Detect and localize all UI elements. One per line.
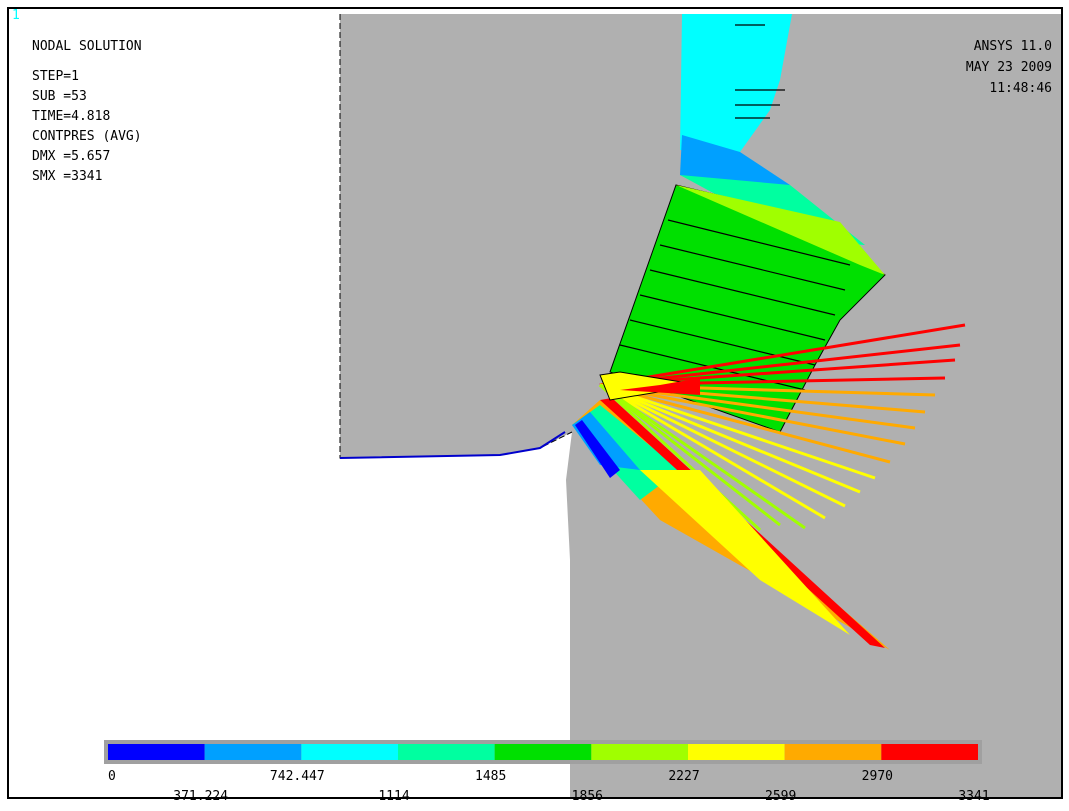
info-line: CONTPRES (AVG) [32, 129, 142, 144]
info-line: TIME=4.818 [32, 109, 110, 124]
region-lightgreen [676, 185, 885, 275]
legend-swatch [881, 744, 978, 760]
legend-label: 1856 [572, 789, 603, 804]
info-line: SMX =3341 [32, 169, 102, 184]
wedge-yellow [640, 470, 850, 635]
window-number: 1 [12, 8, 20, 23]
info-line: SUB =53 [32, 89, 87, 104]
legend-label: 2599 [765, 789, 796, 804]
legend-label: 742.447 [270, 769, 325, 784]
body-edge-blue [339, 431, 566, 459]
legend-label: 2227 [668, 769, 699, 784]
legend-swatch [204, 744, 302, 760]
stamp-line: MAY 23 2009 [966, 60, 1052, 75]
stamp-line: 11:48:46 [989, 81, 1052, 96]
legend-swatch [688, 744, 785, 760]
legend: 0 371.224 742.447 1114 1485 1856 2227 2599 2970 3… [108, 744, 990, 804]
small-red [620, 378, 700, 395]
stamp-block: ANSYS 11.0 MAY 23 2009 11:48:46 [966, 39, 1052, 96]
legend-swatch [494, 744, 592, 760]
legend-label: 371.224 [173, 789, 228, 804]
wedge-blue [572, 412, 640, 470]
region-blue [680, 135, 790, 190]
legend-swatch [784, 744, 882, 760]
frame [7, 7, 1063, 799]
legend-swatch [398, 744, 495, 760]
stamp-line: ANSYS 11.0 [974, 39, 1052, 54]
info-line: DMX =5.657 [32, 149, 110, 164]
legend-swatch [301, 744, 398, 760]
legend-swatch [108, 744, 205, 760]
info-line: NODAL SOLUTION [32, 39, 142, 54]
info-line: STEP=1 [32, 69, 79, 84]
info-block: NODAL SOLUTION STEP=1 SUB =53 TIME=4.818 CON… [32, 39, 142, 184]
legend-label: 1485 [475, 769, 506, 784]
legend-swatch [591, 744, 688, 760]
legend-label: 1114 [378, 789, 409, 804]
legend-label: 2970 [862, 769, 893, 784]
legend-label: 0 [108, 769, 116, 784]
legend-label: 3341 [958, 789, 989, 804]
wedge-darkblue [575, 420, 620, 478]
